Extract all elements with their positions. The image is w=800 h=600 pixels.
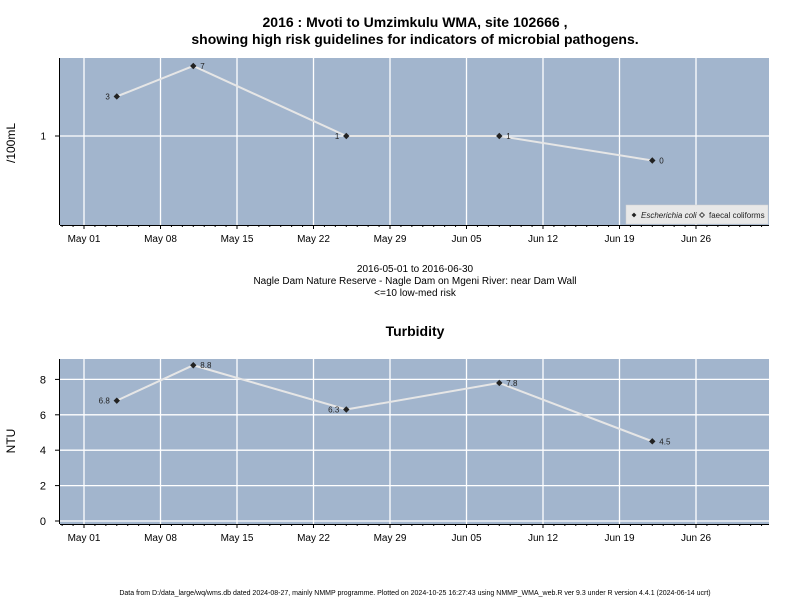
ecoli-y-tick-label: 1 xyxy=(40,132,46,143)
turbidity-data-point xyxy=(343,406,350,413)
turbidity-data-label: 7.8 xyxy=(506,379,518,388)
turbidity-x-tick-label: May 15 xyxy=(221,533,254,544)
turbidity-data-label: 8.8 xyxy=(200,361,212,370)
legend-filled-diamond-icon xyxy=(631,212,637,218)
turbidity-data-label: 6.8 xyxy=(99,397,111,406)
chart-title-line-2: showing high risk guidelines for indicat… xyxy=(191,31,639,47)
turbidity-chart: 0 2 4 6 8 May 01 May 08 May 15 May 22 May 29 Jun 0… xyxy=(40,359,769,544)
ecoli-x-tick-label: May 29 xyxy=(374,234,407,245)
turbidity-data-label: 4.5 xyxy=(659,437,671,446)
ecoli-data-point xyxy=(343,132,350,140)
legend-ecoli-label: Escherichia coli xyxy=(641,211,697,220)
chart-title-line-1: 2016 : Mvoti to Umzimkulu WMA, site 1026… xyxy=(262,14,568,30)
ecoli-data-label: 3 xyxy=(105,92,110,101)
ecoli-plot-panel xyxy=(60,58,769,225)
turbidity-x-tick-label: Jun 26 xyxy=(681,533,711,544)
ecoli-data-label: 0 xyxy=(659,157,664,166)
ecoli-data-label: 1 xyxy=(506,132,511,141)
date-range-text: 2016-05-01 to 2016-06-30 xyxy=(356,264,474,275)
ecoli-x-tick-label: May 22 xyxy=(297,234,330,245)
ecoli-data-label: 1 xyxy=(335,132,340,141)
footer-note: Data from D:/data_large/wq/wms.db dated … xyxy=(119,590,711,597)
ecoli-data-point xyxy=(190,62,197,70)
turbidity-data-label: 6.3 xyxy=(328,405,340,414)
ecoli-x-tick-label: May 01 xyxy=(68,234,101,245)
ecoli-x-tick-label: Jun 05 xyxy=(451,234,481,245)
ecoli-x-tick-label: May 15 xyxy=(221,234,254,245)
ecoli-data-point xyxy=(496,132,503,140)
turbidity-y-tick-label: 2 xyxy=(40,481,46,493)
ecoli-data-point xyxy=(113,93,120,100)
turbidity-y-tick-label: 6 xyxy=(40,410,46,422)
ecoli-x-tick-label: Jun 26 xyxy=(681,234,711,245)
ecoli-data-label: 7 xyxy=(200,62,205,71)
turbidity-chart-title: Turbidity xyxy=(385,323,445,339)
legend-open-diamond-icon xyxy=(699,212,705,218)
turbidity-data-point xyxy=(190,362,197,369)
turbidity-x-tick-label: May 01 xyxy=(68,533,101,544)
ecoli-chart: 1 May 01 May 08 May 15 May 22 May 29 Jun 05 Jun… xyxy=(40,58,769,245)
risk-note-text: <=10 low-med risk xyxy=(374,288,456,299)
turbidity-x-tick-label: May 08 xyxy=(144,533,177,544)
ecoli-data-point xyxy=(649,157,656,164)
site-location-text: Nagle Dam Nature Reserve - Nagle Dam on … xyxy=(253,276,577,287)
legend-faecal-coliforms-label: faecal coliforms xyxy=(709,211,765,220)
turbidity-x-tick-label: Jun 12 xyxy=(528,533,558,544)
turbidity-x-tick-label: Jun 19 xyxy=(604,533,634,544)
turbidity-x-tick-label: May 29 xyxy=(374,533,407,544)
turbidity-data-point xyxy=(496,379,503,387)
turbidity-y-tick-label: 0 xyxy=(40,516,46,528)
turbidity-data-point xyxy=(113,397,120,404)
ecoli-x-tick-label: May 08 xyxy=(144,234,177,245)
turbidity-x-tick-label: May 22 xyxy=(297,533,330,544)
legend-box xyxy=(625,204,769,225)
ecoli-x-tick-label: Jun 12 xyxy=(528,234,558,245)
turbidity-x-tick-label: Jun 05 xyxy=(451,533,481,544)
ecoli-x-tick-label: Jun 19 xyxy=(604,234,634,245)
turbidity-y-tick-label: 4 xyxy=(40,445,46,457)
turbidity-data-point xyxy=(649,438,656,445)
turbidity-y-tick-label: 8 xyxy=(40,374,46,386)
